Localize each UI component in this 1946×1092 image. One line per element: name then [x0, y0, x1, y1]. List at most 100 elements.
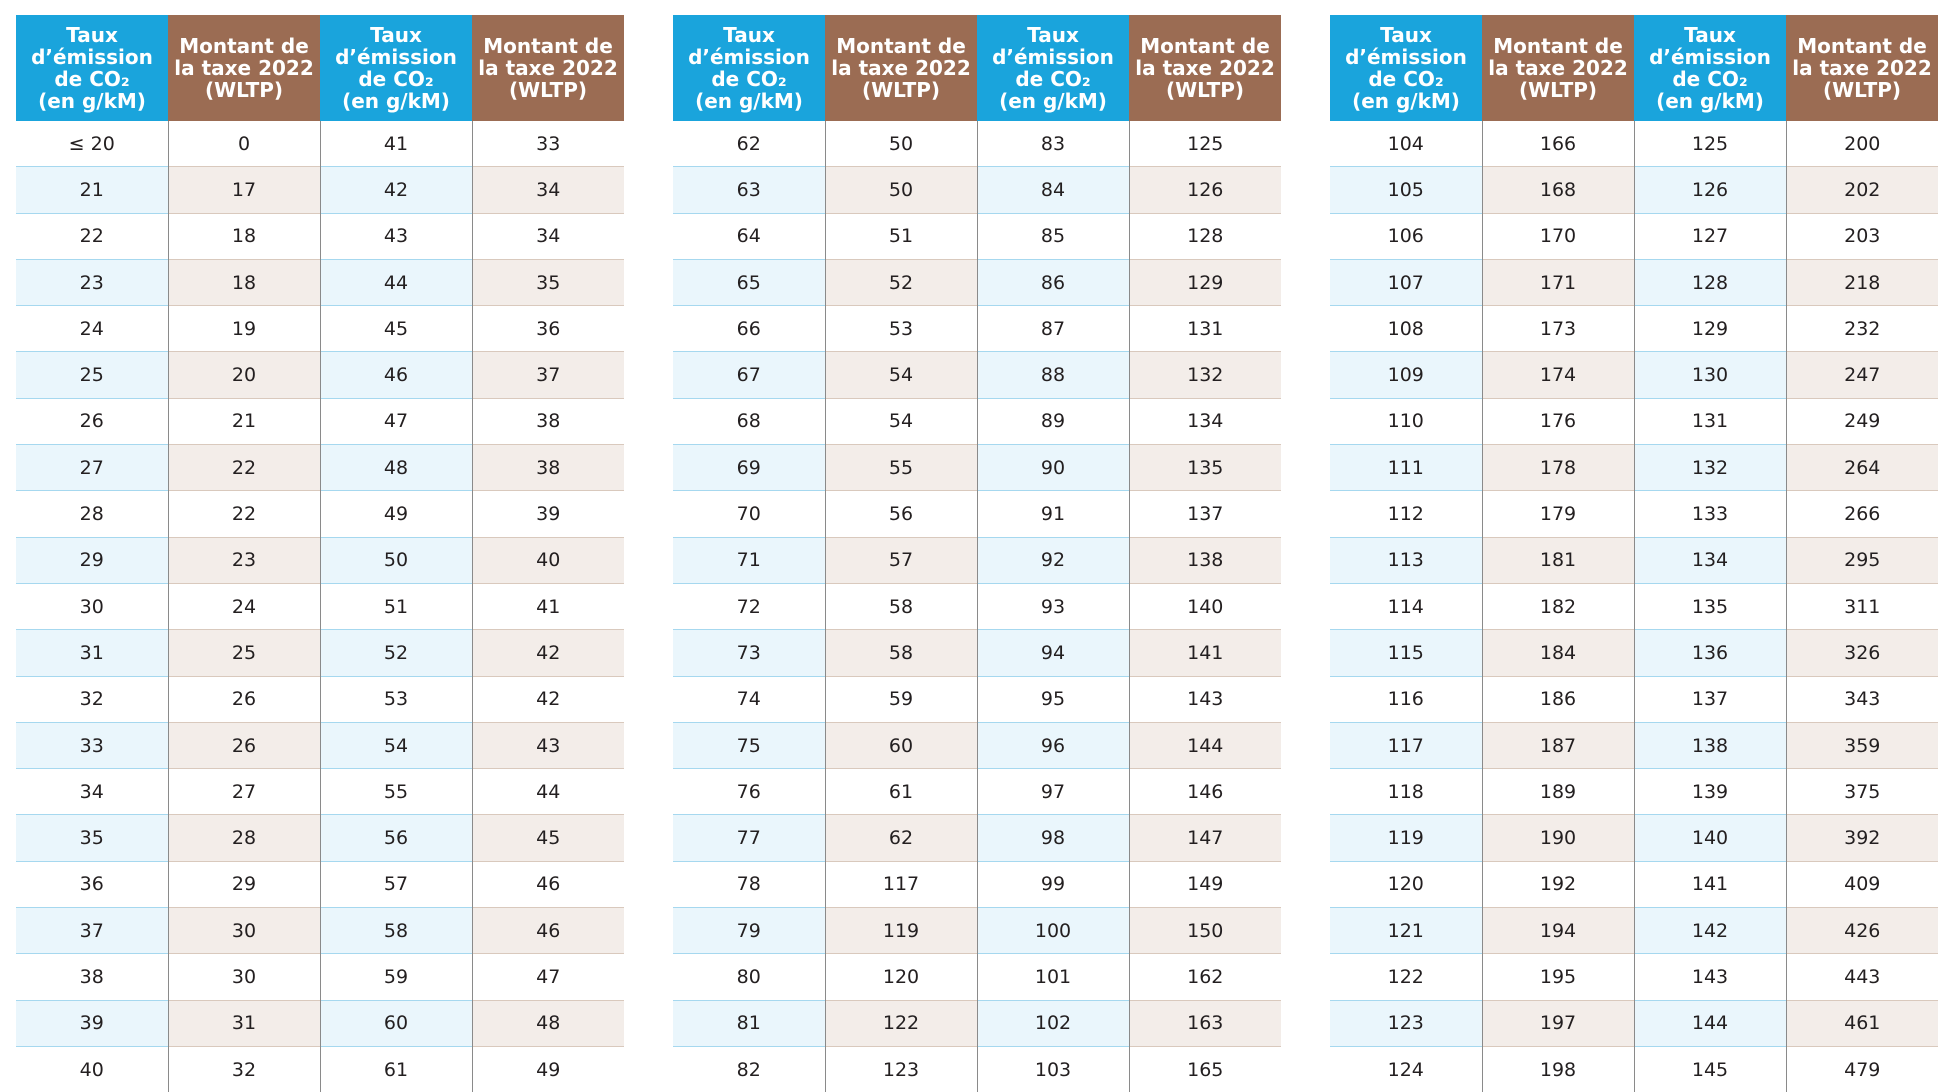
cell-co2-emission: 120 [1330, 860, 1482, 908]
table-row: 80 120 101 162 [673, 953, 1281, 1001]
cell-tax-amount: 51 [824, 212, 977, 260]
table-row: 81 122 102 163 [673, 999, 1281, 1047]
cell-tax-amount: 375 [1785, 768, 1938, 815]
table-row: 32 26 53 42 [16, 675, 624, 723]
cell-co2-emission: 38 [16, 953, 168, 1001]
cell-tax-amount: 48 [471, 999, 624, 1047]
cell-co2-emission: 71 [673, 536, 825, 584]
cell-co2-emission: 123 [1330, 999, 1482, 1047]
table-row: 24 19 45 36 [16, 305, 624, 352]
cell-co2-emission: 55 [319, 768, 472, 815]
cell-tax-amount: 461 [1785, 999, 1938, 1047]
cell-tax-amount: 146 [1128, 768, 1281, 815]
table-row: 23 18 44 35 [16, 258, 624, 306]
cell-co2-emission: 138 [1633, 721, 1786, 769]
table-row: 107 171 128 218 [1330, 258, 1938, 306]
cell-tax-amount: 218 [1785, 258, 1938, 306]
cell-co2-emission: 145 [1633, 1045, 1786, 1092]
header-tax-amount: Montant de la taxe 2022 (WLTP) [472, 15, 624, 121]
cell-co2-emission: 62 [736, 132, 761, 155]
cell-tax-amount: 131 [1128, 305, 1281, 352]
table-row: 116 186 137 343 [1330, 675, 1938, 723]
cell-tax-amount: 162 [1128, 953, 1281, 1001]
cell-tax-amount: 40 [471, 536, 624, 584]
cell-tax-amount: 170 [1481, 212, 1634, 260]
table-row: 38 30 59 47 [16, 953, 624, 1001]
table-row: 40 32 61 49 [16, 1045, 624, 1092]
cell-tax-amount: 247 [1785, 351, 1938, 399]
cell-tax-amount: 21 [167, 397, 320, 445]
cell-co2-emission: 105 [1330, 166, 1482, 214]
cell-tax-amount: 43 [471, 721, 624, 769]
cell-tax-amount: 194 [1481, 907, 1634, 954]
table-row: 110 176 131 249 [1330, 397, 1938, 445]
cell-tax-amount: 38 [471, 397, 624, 445]
cell-co2-emission: 104 [1387, 132, 1424, 155]
cell-tax-amount: 232 [1785, 305, 1938, 352]
cell-tax-amount: 54 [824, 351, 977, 399]
table-row: 122 195 143 443 [1330, 953, 1938, 1001]
table-row: 28 22 49 39 [16, 490, 624, 538]
cell-tax-amount: 20 [167, 351, 320, 399]
cell-tax-amount: 202 [1785, 166, 1938, 214]
cell-co2-emission: 133 [1633, 490, 1786, 538]
cell-tax-amount: 31 [167, 999, 320, 1047]
cell-tax-amount: 23 [167, 536, 320, 584]
cell-tax-amount: 189 [1481, 768, 1634, 815]
cell-co2-emission: 121 [1330, 907, 1482, 954]
cell-tax-amount: 200 [1785, 121, 1938, 167]
header-tax-amount: Montant de la taxe 2022 (WLTP) [1786, 15, 1938, 121]
cell-co2-emission: 99 [976, 860, 1129, 908]
cell-tax-amount: 24 [167, 582, 320, 630]
cell-tax-amount: 39 [471, 490, 624, 538]
cell-tax-amount: 50 [824, 166, 977, 214]
cell-tax-amount: 61 [824, 768, 977, 815]
cell-tax-amount: 25 [167, 629, 320, 677]
cell-tax-amount: 52 [824, 258, 977, 306]
cell-tax-amount: 122 [824, 999, 977, 1047]
cell-co2-emission: 67 [673, 351, 825, 399]
header-co2-emission: Taux d’émission de CO₂ (en g/kM) [673, 15, 825, 121]
table-row: 33 26 54 43 [16, 721, 624, 769]
cell-tax-amount: 203 [1785, 212, 1938, 260]
cell-tax-amount: 44 [471, 768, 624, 815]
cell-co2-emission: 88 [976, 351, 1129, 399]
cell-co2-emission: 26 [16, 397, 168, 445]
table-header-row: Taux d’émission de CO₂ (en g/kM) Montant… [1330, 15, 1938, 121]
cell-tax-amount: 50 [824, 121, 977, 167]
cell-tax-amount: 179 [1481, 490, 1634, 538]
cell-co2-emission: 129 [1633, 305, 1786, 352]
header-co2-emission: Taux d’émission de CO₂ (en g/kM) [320, 15, 472, 121]
cell-co2-emission: 115 [1330, 629, 1482, 677]
cell-co2-emission: ≤ 20 [68, 132, 115, 155]
cell-co2-emission: 119 [1330, 814, 1482, 862]
cell-tax-amount: 165 [1128, 1045, 1281, 1092]
cell-co2-emission: 139 [1633, 768, 1786, 815]
cell-tax-amount: 60 [824, 721, 977, 769]
cell-co2-emission: 116 [1330, 675, 1482, 723]
table-row: 64 51 85 128 [673, 212, 1281, 260]
table-row: 106 170 127 203 [1330, 212, 1938, 260]
table-header-row: Taux d’émission de CO₂ (en g/kM) Montant… [673, 15, 1281, 121]
cell-co2-emission: 135 [1633, 582, 1786, 630]
cell-tax-amount: 173 [1481, 305, 1634, 352]
cell-co2-emission: 110 [1330, 397, 1482, 445]
cell-co2-emission: 59 [319, 953, 472, 1001]
table-row: 82 123 103 165 [673, 1045, 1281, 1092]
table-row: 72 58 93 140 [673, 582, 1281, 630]
table-body: ≤ 20 0 41 33 21 17 42 34 22 18 43 34 23 18 44 35 24 19 45 3… [16, 121, 624, 1092]
cell-co2-emission: 128 [1633, 258, 1786, 306]
cell-co2-emission: 43 [319, 212, 472, 260]
cell-co2-emission: 45 [319, 305, 472, 352]
cell-tax-amount: 26 [167, 721, 320, 769]
cell-co2-emission: 68 [673, 397, 825, 445]
cell-tax-amount: 443 [1785, 953, 1938, 1001]
tax-table-1: Taux d’émission de CO₂ (en g/kM) Montant… [16, 15, 624, 1092]
header-co2-emission: Taux d’émission de CO₂ (en g/kM) [977, 15, 1129, 121]
cell-co2-emission: 91 [976, 490, 1129, 538]
cell-co2-emission: 80 [673, 953, 825, 1001]
cell-tax-amount: 36 [471, 305, 624, 352]
cell-tax-amount: 47 [471, 953, 624, 1001]
table-row: 77 62 98 147 [673, 814, 1281, 862]
cell-tax-amount: 295 [1785, 536, 1938, 584]
